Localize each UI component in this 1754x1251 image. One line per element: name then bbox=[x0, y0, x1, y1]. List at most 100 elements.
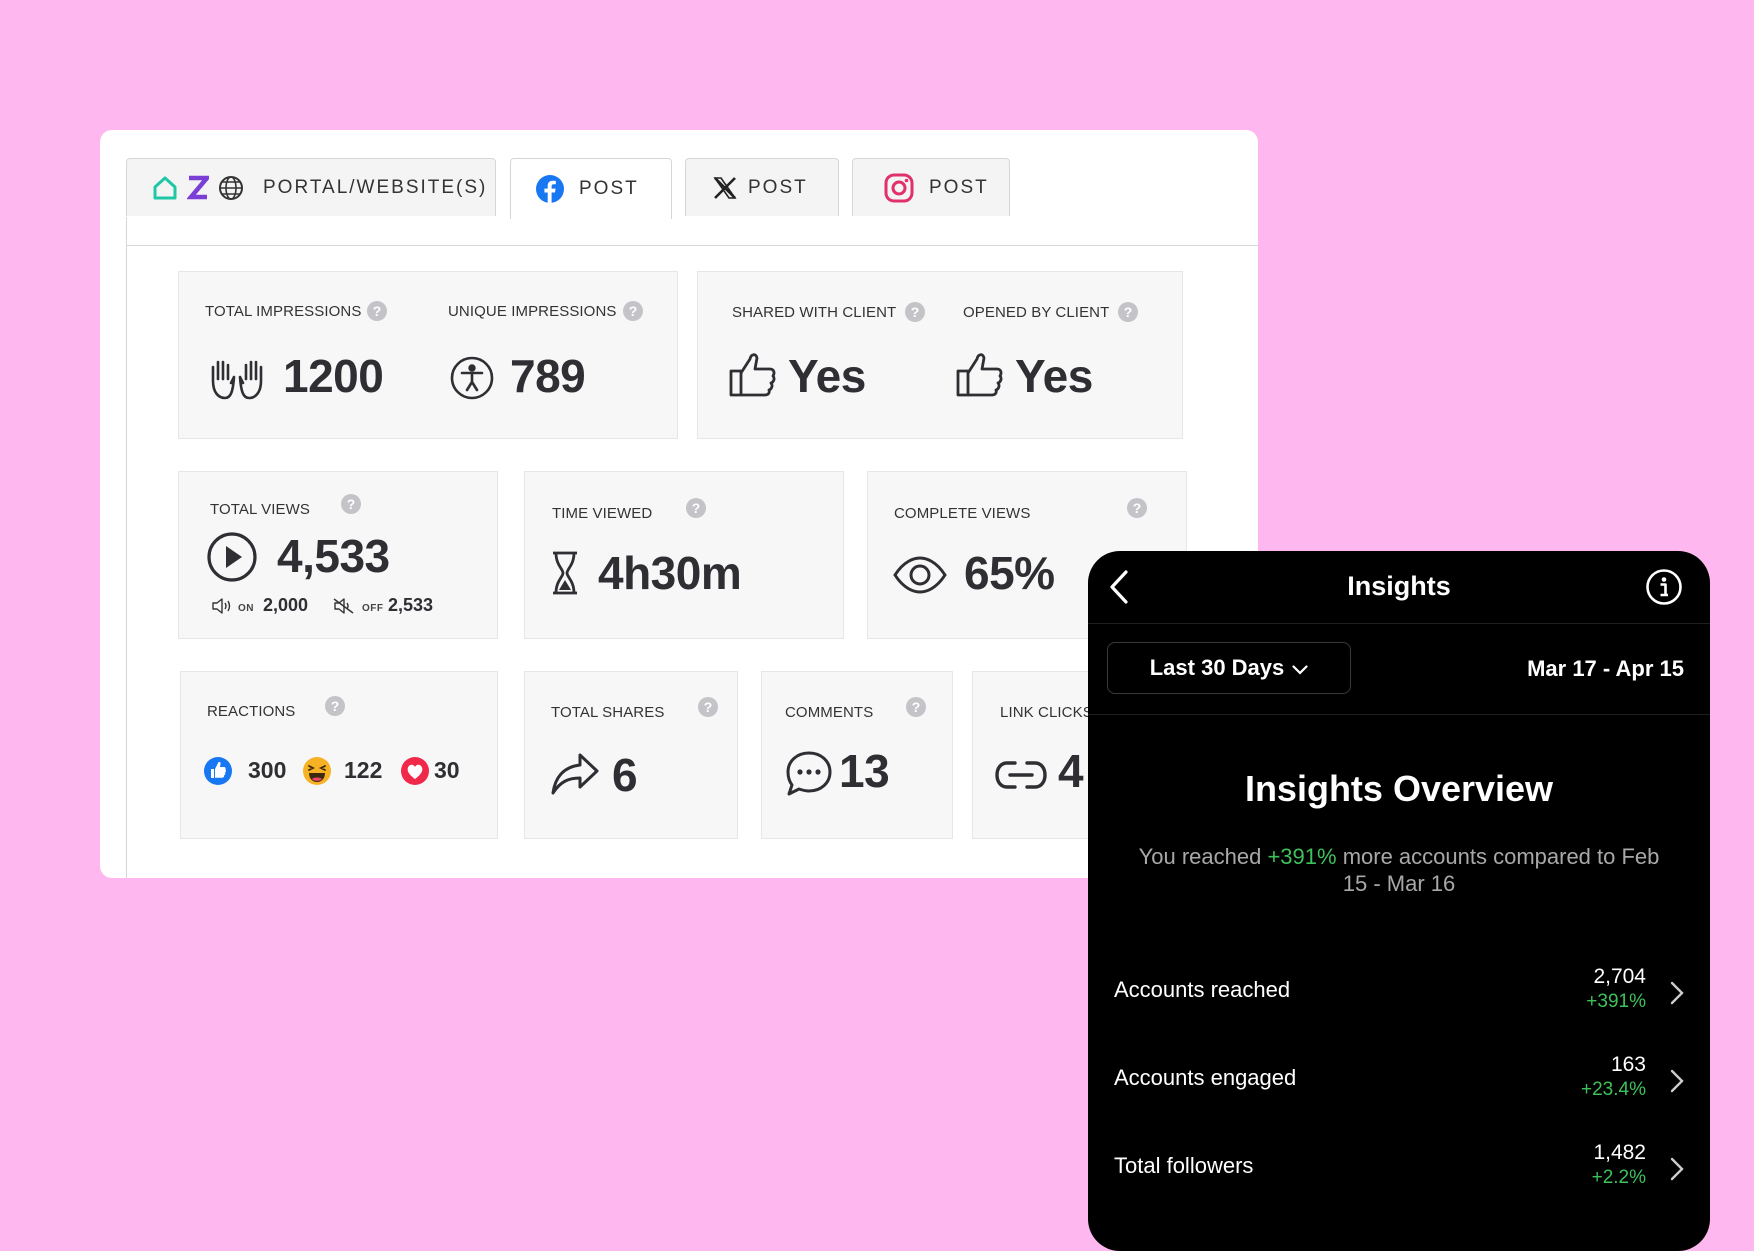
row-label: Accounts engaged bbox=[1114, 1065, 1297, 1090]
tab-instagram-label: POST bbox=[929, 176, 989, 198]
raised-hands-icon bbox=[207, 357, 267, 406]
insights-phone-screen: Insights Last 30 Days Mar 17 - Apr 15 In… bbox=[1088, 551, 1710, 1251]
time-viewed-label: TIME VIEWED bbox=[552, 505, 653, 522]
row-label: Accounts reached bbox=[1114, 977, 1291, 1002]
comments-value: 13 bbox=[839, 745, 890, 797]
accessibility-icon bbox=[449, 355, 495, 406]
info-icon[interactable] bbox=[1645, 568, 1683, 611]
total-impressions-label: TOTAL IMPRESSIONS bbox=[205, 303, 362, 320]
list-item-accounts-reached[interactable]: Accounts reached 2,704 +391% bbox=[1114, 965, 1684, 1025]
instagram-icon bbox=[883, 172, 915, 204]
reach-prefix: You reached bbox=[1138, 844, 1268, 869]
thumbs-up-icon bbox=[728, 349, 778, 404]
z-logo-icon bbox=[187, 175, 209, 201]
row-value: 2,704 bbox=[1593, 965, 1646, 988]
thumbs-up-icon bbox=[955, 349, 1005, 404]
comments-label: COMMENTS bbox=[785, 704, 874, 721]
love-reaction-icon bbox=[400, 756, 430, 791]
reach-percent: +391% bbox=[1267, 844, 1337, 869]
total-views-card: TOTAL VIEWS ? 4,533 ON 2,000 OFF 2,533 bbox=[178, 471, 498, 639]
header-divider bbox=[1088, 623, 1710, 624]
total-shares-card: TOTAL SHARES ? 6 bbox=[524, 671, 738, 839]
help-icon[interactable]: ? bbox=[698, 697, 718, 717]
date-range-dropdown-label: Last 30 Days bbox=[1149, 655, 1285, 680]
opened-by-client-value: Yes bbox=[1015, 350, 1093, 402]
time-viewed-value: 4h30m bbox=[598, 547, 742, 599]
reactions-card: REACTIONS ? 300 122 30 bbox=[180, 671, 498, 839]
sound-off-icon bbox=[333, 598, 355, 619]
help-icon[interactable]: ? bbox=[1127, 498, 1147, 518]
total-impressions-value: 1200 bbox=[283, 350, 384, 402]
like-reaction-icon bbox=[203, 756, 233, 791]
help-icon[interactable]: ? bbox=[1118, 302, 1138, 322]
row-value: 1,482 bbox=[1593, 1141, 1646, 1164]
impressions-card: TOTAL IMPRESSIONS ? 1200 UNIQUE IMPRESSI… bbox=[178, 271, 678, 439]
chevron-right-icon bbox=[1670, 1069, 1684, 1098]
tab-x-post[interactable]: POST bbox=[685, 158, 839, 216]
unique-impressions-value: 789 bbox=[510, 350, 586, 402]
tab-facebook-post[interactable]: POST bbox=[510, 158, 672, 219]
complete-views-label: COMPLETE VIEWS bbox=[894, 505, 1031, 522]
content-border bbox=[126, 217, 127, 878]
link-icon bbox=[993, 758, 1049, 797]
share-arrow-icon bbox=[550, 751, 600, 802]
total-views-label: TOTAL VIEWS bbox=[210, 501, 311, 518]
sound-on-icon bbox=[211, 598, 233, 619]
reach-suffix: more accounts compared to Feb 15 - Mar 1… bbox=[1336, 844, 1660, 896]
filter-divider bbox=[1088, 714, 1710, 715]
help-icon[interactable]: ? bbox=[906, 697, 926, 717]
insights-header-title: Insights bbox=[1347, 571, 1451, 601]
help-icon[interactable]: ? bbox=[367, 301, 387, 321]
time-viewed-card: TIME VIEWED ? 4h30m bbox=[524, 471, 844, 639]
link-clicks-label: LINK CLICKS bbox=[1000, 704, 1093, 721]
chevron-down-icon bbox=[1292, 655, 1308, 681]
total-shares-value: 6 bbox=[612, 749, 638, 801]
back-chevron-icon[interactable] bbox=[1108, 569, 1130, 610]
date-range-text: Mar 17 - Apr 15 bbox=[1527, 656, 1684, 681]
house-icon bbox=[151, 174, 179, 202]
facebook-icon bbox=[535, 174, 565, 204]
eye-icon bbox=[892, 555, 948, 600]
tab-x-label: POST bbox=[748, 176, 808, 198]
unique-impressions-label: UNIQUE IMPRESSIONS bbox=[448, 303, 617, 320]
opened-by-client-label: OPENED BY CLIENT bbox=[963, 304, 1110, 321]
analytics-panel: PORTAL/WEBSITE(S) POST POST POST TOTAL I… bbox=[100, 130, 1258, 878]
client-status-card: SHARED WITH CLIENT ? Yes OPENED BY CLIEN… bbox=[697, 271, 1183, 439]
row-label: Total followers bbox=[1114, 1153, 1254, 1178]
row-value: 163 bbox=[1610, 1053, 1646, 1076]
sound-on-label: ON bbox=[238, 603, 254, 614]
chevron-right-icon bbox=[1670, 981, 1684, 1010]
hourglass-icon bbox=[550, 550, 580, 601]
x-logo-icon bbox=[712, 175, 738, 201]
reach-summary: You reached +391% more accounts compared… bbox=[1128, 843, 1670, 897]
haha-reaction-icon bbox=[302, 756, 332, 791]
love-count: 30 bbox=[434, 757, 460, 783]
help-icon[interactable]: ? bbox=[623, 301, 643, 321]
like-count: 300 bbox=[248, 757, 287, 783]
haha-count: 122 bbox=[344, 757, 383, 783]
comments-card: COMMENTS ? 13 bbox=[761, 671, 953, 839]
date-range-dropdown[interactable]: Last 30 Days bbox=[1107, 642, 1351, 694]
chevron-right-icon bbox=[1670, 1157, 1684, 1186]
help-icon[interactable]: ? bbox=[341, 494, 361, 514]
help-icon[interactable]: ? bbox=[325, 696, 345, 716]
globe-icon bbox=[217, 174, 245, 202]
shared-with-client-value: Yes bbox=[788, 350, 866, 402]
list-item-total-followers[interactable]: Total followers 1,482 +2.2% bbox=[1114, 1141, 1684, 1201]
total-shares-label: TOTAL SHARES bbox=[551, 704, 665, 721]
tab-bar: PORTAL/WEBSITE(S) POST POST POST bbox=[100, 158, 1258, 348]
comment-bubble-icon bbox=[785, 750, 833, 803]
list-item-accounts-engaged[interactable]: Accounts engaged 163 +23.4% bbox=[1114, 1053, 1684, 1113]
tab-divider bbox=[126, 245, 1258, 246]
play-icon bbox=[206, 531, 258, 588]
total-views-value: 4,533 bbox=[277, 530, 390, 582]
link-clicks-value: 4 bbox=[1058, 745, 1084, 797]
row-change: +391% bbox=[1586, 991, 1646, 1012]
help-icon[interactable]: ? bbox=[686, 498, 706, 518]
tab-portal[interactable]: PORTAL/WEBSITE(S) bbox=[126, 158, 496, 216]
tab-instagram-post[interactable]: POST bbox=[852, 158, 1010, 216]
help-icon[interactable]: ? bbox=[905, 302, 925, 322]
reactions-label: REACTIONS bbox=[207, 703, 296, 720]
sound-on-value: 2,000 bbox=[263, 595, 309, 615]
shared-with-client-label: SHARED WITH CLIENT bbox=[732, 304, 897, 321]
